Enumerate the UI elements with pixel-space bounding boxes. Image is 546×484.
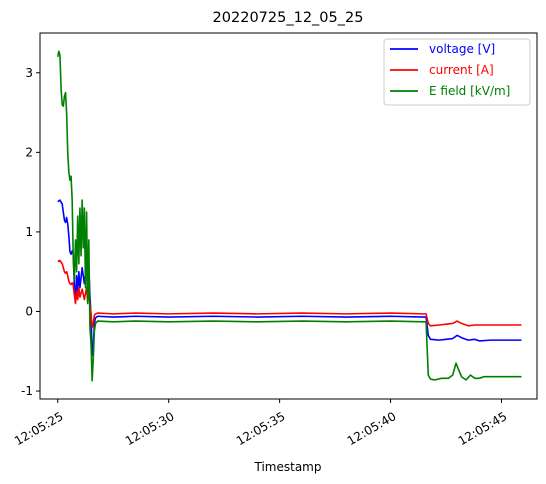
y-axis-ticks: -1 0 1 2 3: [21, 66, 40, 398]
x-axis-label: Timestamp: [254, 460, 322, 474]
legend-label-2: current [A]: [429, 63, 494, 77]
chart-title: 20220725_12_05_25: [213, 10, 364, 26]
legend-label-3: E field [kV/m]: [429, 84, 510, 98]
legend-box: [383, 38, 531, 106]
y-tick-label: 3: [25, 66, 33, 80]
y-tick-label: 0: [25, 304, 33, 318]
y-tick-label: -1: [21, 384, 33, 398]
series-layer: [56, 50, 522, 382]
y-tick-label: 2: [25, 145, 33, 159]
plot-frame: [39, 32, 538, 400]
series-line-2: [57, 259, 522, 329]
legend-items: voltage [V] current [A] E field [kV/m]: [390, 42, 510, 98]
legend: voltage [V] current [A] E field [kV/m]: [383, 38, 531, 106]
legend-label-1: voltage [V]: [429, 42, 495, 56]
series-line-3: [56, 50, 522, 382]
y-tick-label: 1: [25, 225, 33, 239]
